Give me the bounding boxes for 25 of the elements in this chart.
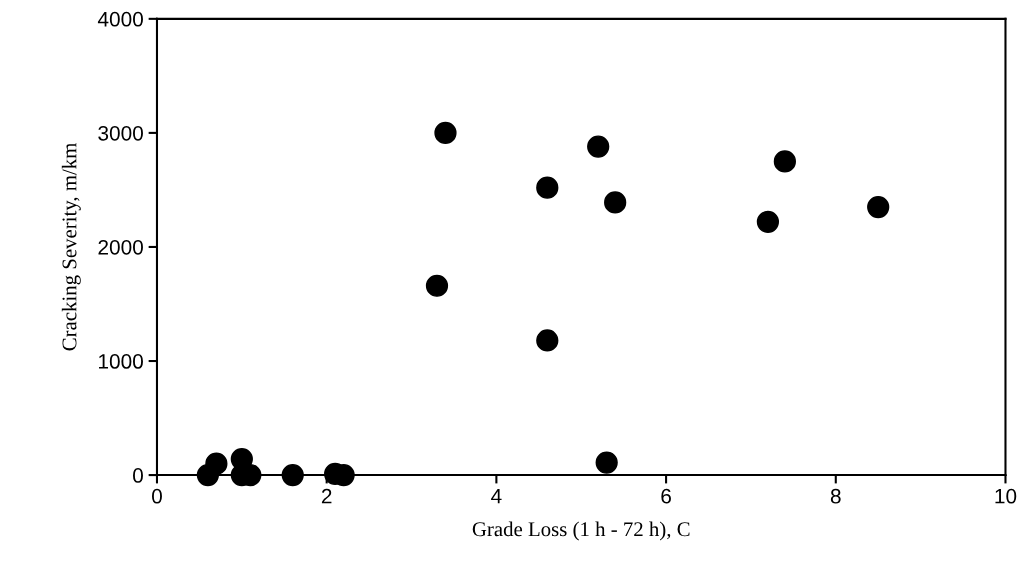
y-tick-label: 0 <box>133 468 143 483</box>
x-tick-label: 2 <box>321 488 332 504</box>
y-tick-label: 2000 <box>98 239 143 255</box>
y-tick-label: 1000 <box>99 354 143 369</box>
y-axis-title: Cracking Severity, m/km <box>61 142 81 351</box>
point <box>434 121 457 145</box>
point <box>536 329 559 352</box>
point <box>604 191 627 214</box>
point <box>205 452 228 475</box>
y-tick-label: 4000 <box>97 11 143 27</box>
x-tick-label: 8 <box>830 488 841 504</box>
point <box>756 210 780 233</box>
point <box>867 195 890 219</box>
point <box>536 176 559 199</box>
x-axis-title: Grade Loss (1 h - 72 h), C <box>472 521 690 541</box>
y-tick-label: 3000 <box>98 125 143 141</box>
x-tick-label: 0 <box>152 488 162 504</box>
x-tick-label: 10 <box>995 488 1017 504</box>
point <box>773 150 796 173</box>
x-tick-label: 4 <box>491 489 502 504</box>
point <box>595 451 618 474</box>
point <box>281 463 304 487</box>
point <box>587 135 610 158</box>
point <box>425 274 449 297</box>
x-tick-label: 6 <box>661 488 671 504</box>
